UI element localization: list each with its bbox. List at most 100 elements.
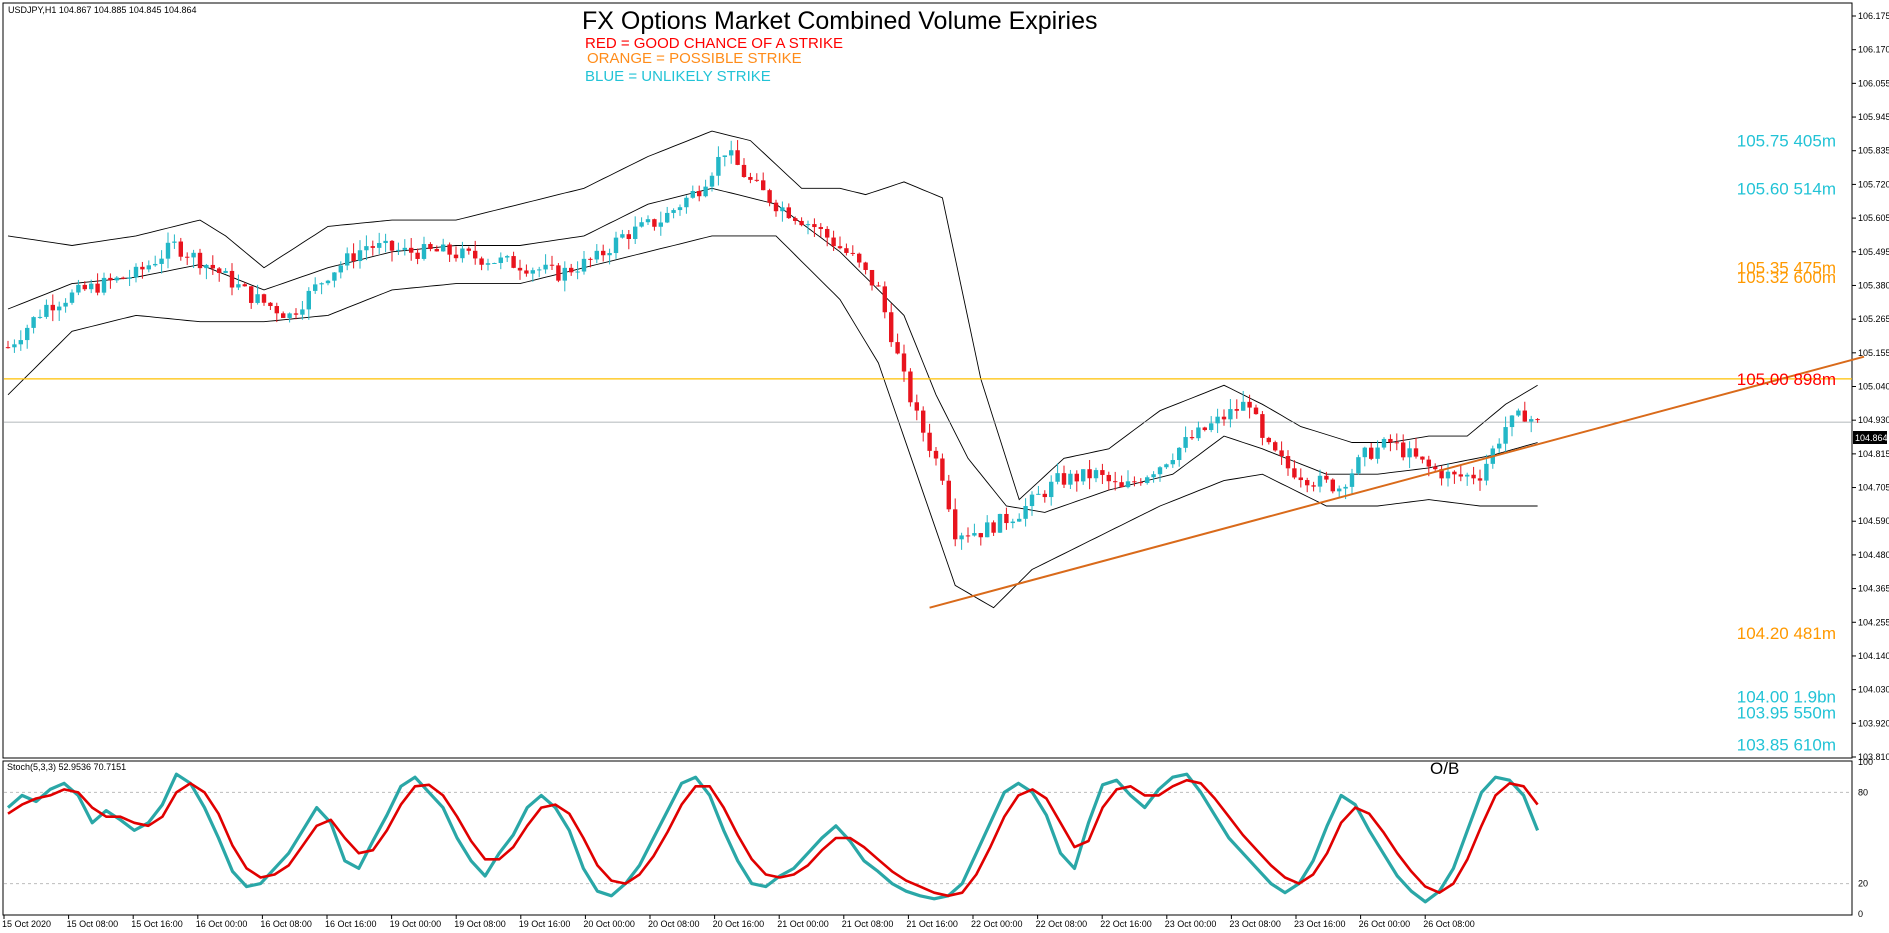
candle-body <box>1074 473 1079 482</box>
candle-body <box>1362 447 1367 458</box>
candle-body <box>1260 414 1265 438</box>
candle-body <box>549 264 555 266</box>
candle-body <box>761 180 766 191</box>
price-tick-label: 106.055 <box>1858 78 1889 88</box>
candle-body <box>453 254 459 259</box>
candle-body <box>108 277 113 281</box>
candle-body <box>645 219 651 223</box>
candle-body <box>146 265 151 270</box>
candle-body <box>1132 481 1137 483</box>
candle-body <box>434 249 439 252</box>
candle-body <box>1343 486 1348 489</box>
expiry-label: 105.00 898m <box>1737 370 1836 389</box>
candle-body <box>415 252 420 259</box>
candle-body <box>441 244 446 252</box>
expiry-label: 104.00 1.9bn <box>1737 688 1836 707</box>
candle-body <box>1375 447 1380 459</box>
candle-body <box>5 347 11 349</box>
stoch-panel-frame <box>2 760 1853 916</box>
candle-body <box>965 535 971 537</box>
candle-body <box>1516 410 1521 416</box>
candle-body <box>1311 485 1316 487</box>
candle-body <box>933 450 939 459</box>
candle-body <box>524 270 529 274</box>
candle-body <box>1266 437 1271 443</box>
candle-body <box>12 344 17 348</box>
candlesticks <box>5 140 1540 550</box>
candle-body <box>313 284 318 291</box>
candle-body <box>613 237 619 254</box>
candle-body <box>293 313 299 315</box>
candle-body <box>1215 416 1220 424</box>
candle-body <box>204 264 209 269</box>
price-tick-label: 105.155 <box>1858 348 1889 358</box>
expiry-label: 103.85 610m <box>1737 735 1836 754</box>
price-tick-label: 105.720 <box>1858 179 1889 189</box>
candle-body <box>729 150 734 156</box>
candle-body <box>172 241 177 243</box>
candle-body <box>581 258 587 272</box>
candle-body <box>217 268 222 273</box>
candle-body <box>1317 475 1323 487</box>
candle-body <box>357 250 363 262</box>
stoch-tick-label: 0 <box>1858 909 1863 919</box>
candle-body <box>844 248 849 253</box>
support-trendline <box>929 355 1865 609</box>
candle-body <box>793 218 798 221</box>
candle-body <box>722 155 727 157</box>
candle-body <box>1433 466 1438 470</box>
time-tick-label: 21 Oct 08:00 <box>842 919 894 929</box>
candle-body <box>153 263 158 266</box>
candle-body <box>1247 401 1252 408</box>
candle-body <box>1042 493 1047 498</box>
candle-body <box>50 304 55 311</box>
stoch-annotation: O/B <box>1430 759 1459 778</box>
candle-body <box>57 306 62 311</box>
candle-body <box>1349 473 1355 487</box>
candle-body <box>1093 470 1099 479</box>
candle-body <box>837 246 843 249</box>
time-tick-label: 20 Oct 16:00 <box>713 919 765 929</box>
candle-body <box>1049 481 1054 498</box>
candle-body <box>1471 474 1476 479</box>
candle-body <box>556 265 561 281</box>
candle-body <box>927 432 932 451</box>
legend-blue: BLUE = UNLIKELY STRIKE <box>585 68 771 85</box>
candle-body <box>767 190 772 203</box>
candle-body <box>1369 447 1374 459</box>
candle-body <box>658 222 663 227</box>
expiry-label: 105.35 475m <box>1737 259 1836 278</box>
candle-body <box>1285 456 1291 469</box>
candle-body <box>1381 438 1387 448</box>
candle-body <box>901 353 907 372</box>
candle-body <box>588 258 593 260</box>
candle-body <box>946 480 951 510</box>
price-axis: 106.175 106.170 106.055 105.945 105.835 105.7… <box>1852 11 1889 919</box>
candle-body <box>140 266 145 270</box>
candle-body <box>1164 464 1169 468</box>
candle-body <box>1535 419 1540 421</box>
time-tick-label: 20 Oct 00:00 <box>583 919 635 929</box>
candle-body <box>626 234 631 239</box>
candle-body <box>773 202 779 212</box>
candle-body <box>812 224 817 228</box>
candle-body <box>1324 475 1329 480</box>
candle-body <box>1509 415 1515 428</box>
candle-body <box>1401 442 1406 458</box>
symbol-line: USDJPY,H1 104.867 104.885 104.845 104.86… <box>8 5 197 15</box>
candle-body <box>876 285 881 287</box>
time-tick-label: 26 Oct 00:00 <box>1359 919 1411 929</box>
candle-body <box>709 175 715 187</box>
candle-body <box>639 222 644 227</box>
grid-layer <box>4 791 1852 885</box>
candle-body <box>940 458 945 481</box>
candle-body <box>370 246 375 248</box>
candle-body <box>121 277 126 279</box>
candle-body <box>114 277 119 281</box>
candle-body <box>325 280 331 284</box>
candle-body <box>505 256 510 258</box>
candle-body <box>1004 513 1009 524</box>
expiry-label: 105.75 405m <box>1737 132 1836 151</box>
time-tick-label: 21 Oct 00:00 <box>777 919 829 929</box>
candle-body <box>1420 456 1425 460</box>
